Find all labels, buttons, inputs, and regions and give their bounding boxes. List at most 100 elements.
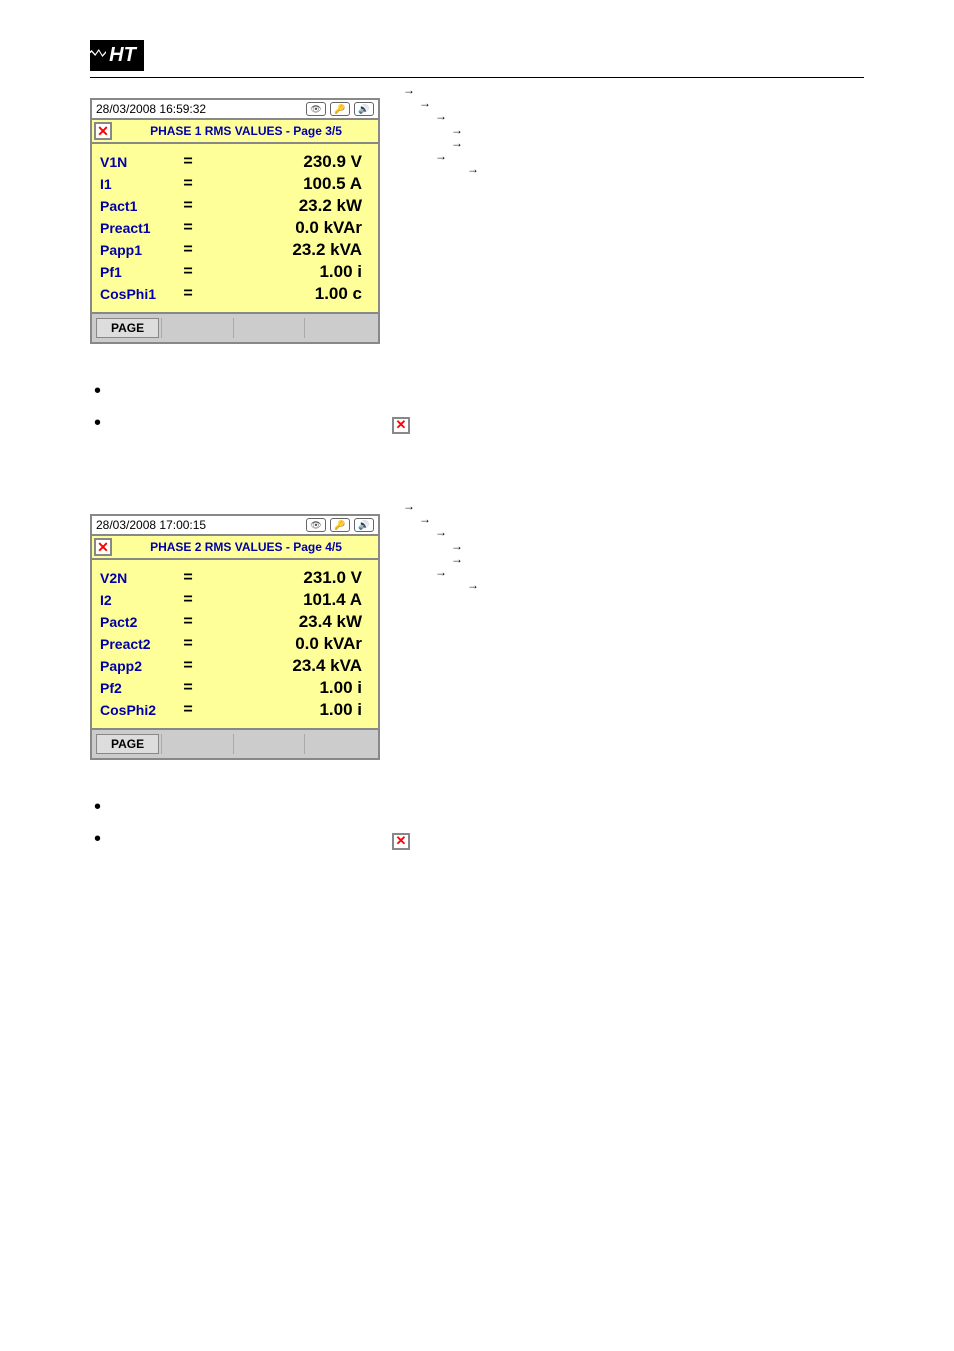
equals-sign: = (176, 701, 200, 719)
measure-label: Preact2 (100, 636, 176, 652)
equals-sign: = (176, 219, 200, 237)
datetime-label: 28/03/2008 16:59:32 (96, 102, 206, 116)
close-icon[interactable]: ✕ (94, 538, 112, 556)
datetime-label: 28/03/2008 17:00:15 (96, 518, 206, 532)
arrow-icon: → (467, 579, 479, 592)
sound-icon: 🔊 (354, 102, 374, 116)
screen-titlebar: ✕ PHASE 2 RMS VALUES - Page 4/5 (92, 536, 378, 560)
page-button[interactable]: PAGE (96, 318, 159, 338)
data-row: V2N=231.0 V (100, 568, 370, 588)
measure-value: 230.9 V (200, 152, 370, 172)
header-divider (90, 77, 864, 78)
bottombar-cell (233, 734, 303, 754)
legend-row: → (400, 579, 482, 592)
measure-value: 23.4 kW (200, 612, 370, 632)
equals-sign: = (176, 153, 200, 171)
data-row: Pact2=23.4 kW (100, 612, 370, 632)
sound-icon: 🔊 (354, 518, 374, 532)
equals-sign: = (176, 285, 200, 303)
measure-label: Pf2 (100, 680, 176, 696)
data-row: Pf1=1.00 i (100, 262, 370, 282)
measure-label: Pact1 (100, 198, 176, 214)
legend-phase2: →→→→→→→ (400, 500, 482, 592)
notes-phase1: ✕ (90, 384, 864, 434)
measure-label: I2 (100, 592, 176, 608)
screen-topbar: 28/03/2008 16:59:32 👁 🔑 🔊 (92, 100, 378, 120)
arrow-icon: → (451, 137, 463, 150)
equals-sign: = (176, 241, 200, 259)
bottombar-cell (304, 318, 374, 338)
screen-title: PHASE 1 RMS VALUES - Page 3/5 (116, 124, 376, 138)
arrow-icon: → (451, 553, 463, 566)
close-icon-inline: ✕ (392, 417, 410, 434)
data-row: V1N=230.9 V (100, 152, 370, 172)
data-row: Papp2=23.4 kVA (100, 656, 370, 676)
legend-phase1: →→→→→→→ (400, 84, 482, 176)
measure-label: V1N (100, 154, 176, 170)
arrow-icon: → (419, 513, 431, 526)
measure-value: 100.5 A (200, 174, 370, 194)
legend-row: → (400, 500, 482, 513)
legend-row: → (400, 110, 482, 123)
key-icon: 🔑 (330, 518, 350, 532)
measure-value: 23.2 kW (200, 196, 370, 216)
equals-sign: = (176, 679, 200, 697)
data-row: Pf2=1.00 i (100, 678, 370, 698)
data-row: CosPhi1=1.00 c (100, 284, 370, 304)
data-row: Papp1=23.2 kVA (100, 240, 370, 260)
close-icon-inline: ✕ (392, 833, 410, 850)
close-icon[interactable]: ✕ (94, 122, 112, 140)
arrow-icon: → (435, 150, 447, 163)
measure-label: Pact2 (100, 614, 176, 630)
data-row: Preact1=0.0 kVAr (100, 218, 370, 238)
measure-value: 1.00 i (200, 700, 370, 720)
screen-bottombar: PAGE (92, 312, 378, 342)
note-item (112, 800, 864, 818)
screen-title: PHASE 2 RMS VALUES - Page 4/5 (116, 540, 376, 554)
legend-row: → (400, 540, 482, 553)
status-icons: 👁 🔑 🔊 (306, 518, 374, 532)
data-row: I2=101.4 A (100, 590, 370, 610)
arrow-icon: → (403, 84, 415, 97)
notes-phase2: ✕ (90, 800, 864, 850)
data-area: V2N=231.0 VI2=101.4 APact2=23.4 kWPreact… (92, 560, 378, 728)
measure-value: 101.4 A (200, 590, 370, 610)
equals-sign: = (176, 591, 200, 609)
arrow-icon: → (435, 110, 447, 123)
screen-titlebar: ✕ PHASE 1 RMS VALUES - Page 3/5 (92, 120, 378, 144)
arrow-icon: → (435, 526, 447, 539)
measure-label: V2N (100, 570, 176, 586)
measure-label: Papp2 (100, 658, 176, 674)
key-icon: 🔑 (330, 102, 350, 116)
bottombar-cell (161, 734, 231, 754)
measure-value: 231.0 V (200, 568, 370, 588)
eye-icon: 👁 (306, 518, 326, 532)
brand-logo: HT (90, 40, 144, 71)
legend-row: → (400, 526, 482, 539)
measure-value: 23.4 kVA (200, 656, 370, 676)
legend-row: → (400, 553, 482, 566)
arrow-icon: → (403, 500, 415, 513)
measure-value: 1.00 i (200, 678, 370, 698)
data-row: CosPhi2=1.00 i (100, 700, 370, 720)
equals-sign: = (176, 613, 200, 631)
measure-label: Pf1 (100, 264, 176, 280)
device-screen-1: 28/03/2008 16:59:32 👁 🔑 🔊 ✕ PHASE 1 RMS … (90, 98, 380, 344)
note-item: ✕ (112, 416, 864, 434)
section-phase2: 28/03/2008 17:00:15 👁 🔑 🔊 ✕ PHASE 2 RMS … (90, 514, 864, 760)
measure-value: 0.0 kVAr (200, 634, 370, 654)
data-row: Preact2=0.0 kVAr (100, 634, 370, 654)
equals-sign: = (176, 197, 200, 215)
arrow-icon: → (419, 97, 431, 110)
arrow-icon: → (467, 163, 479, 176)
bottombar-cell (161, 318, 231, 338)
data-row: I1=100.5 A (100, 174, 370, 194)
data-area: V1N=230.9 VI1=100.5 APact1=23.2 kWPreact… (92, 144, 378, 312)
data-row: Pact1=23.2 kW (100, 196, 370, 216)
measure-label: Preact1 (100, 220, 176, 236)
equals-sign: = (176, 635, 200, 653)
page-button[interactable]: PAGE (96, 734, 159, 754)
note-item (112, 384, 864, 402)
legend-row: → (400, 124, 482, 137)
measure-label: I1 (100, 176, 176, 192)
